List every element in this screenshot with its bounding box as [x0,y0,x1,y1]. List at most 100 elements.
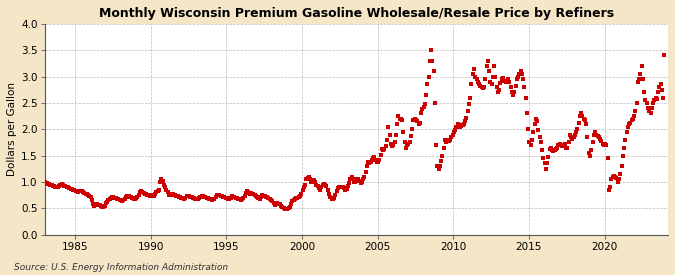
Point [412,119,423,123]
Point [435,164,446,168]
Point [484,69,495,73]
Point [451,124,462,129]
Point [601,143,612,147]
Point [103,198,114,203]
Point [330,193,341,197]
Point [509,90,520,95]
Point [150,191,161,196]
Point [603,188,614,192]
Point [98,205,109,209]
Point [291,196,302,200]
Point [632,80,643,84]
Point [202,196,213,200]
Point [549,148,560,153]
Point [390,132,401,137]
Point [263,196,274,200]
Point [647,101,658,105]
Point [204,197,215,201]
Point [301,177,312,182]
Point [442,138,453,142]
Point [171,193,182,198]
Point [483,59,493,63]
Point [580,122,591,126]
Point [143,193,154,197]
Point [574,114,585,118]
Point [85,195,96,199]
Point [422,82,433,87]
Point [243,190,254,195]
Point [537,148,547,153]
Point [554,142,565,146]
Point [41,181,52,185]
Point [371,160,382,164]
Point [256,193,267,197]
Point [49,184,59,188]
Point [224,197,235,202]
Point [562,145,572,150]
Point [47,183,58,188]
Point [504,80,515,84]
Point [587,140,598,145]
Point [240,191,251,195]
Point [586,148,597,153]
Point [612,180,623,184]
Point [278,206,289,210]
Point [238,196,248,200]
Point [286,202,296,206]
Point [136,189,146,194]
Point [450,128,460,133]
Point [423,74,434,79]
Point [472,80,483,84]
Point [108,195,119,199]
Point [354,179,364,183]
Point [342,186,352,191]
Point [253,196,264,200]
Point [319,181,329,186]
Point [654,85,665,89]
Point [43,181,53,186]
Point [465,95,476,100]
Point [246,191,257,196]
Point [227,194,238,199]
Point [90,202,101,207]
Point [101,201,111,205]
Point [388,143,399,147]
Point [374,158,385,162]
Point [464,102,475,106]
Point [541,167,551,171]
Point [230,196,241,200]
Point [445,138,456,142]
Point [285,205,296,210]
Point [163,193,174,197]
Point [185,194,196,199]
Point [315,188,325,192]
Point [568,135,579,139]
Point [323,188,333,192]
Point [407,127,418,131]
Point [144,193,155,198]
Point [155,180,165,184]
Point [317,182,328,187]
Point [75,189,86,193]
Point [210,194,221,199]
Point [553,143,564,147]
Point [131,196,142,200]
Point [499,79,510,83]
Point [148,193,159,198]
Point [393,114,404,118]
Point [68,188,78,192]
Point [99,204,110,208]
Point [628,114,639,118]
Point [308,178,319,182]
Point [657,87,668,92]
Point [115,198,126,203]
Point [577,114,588,118]
Point [510,84,521,88]
Point [112,197,123,201]
Point [572,127,583,131]
Point [340,188,351,192]
Point [261,194,271,199]
Point [436,159,447,163]
Point [179,197,190,201]
Point [59,183,70,188]
